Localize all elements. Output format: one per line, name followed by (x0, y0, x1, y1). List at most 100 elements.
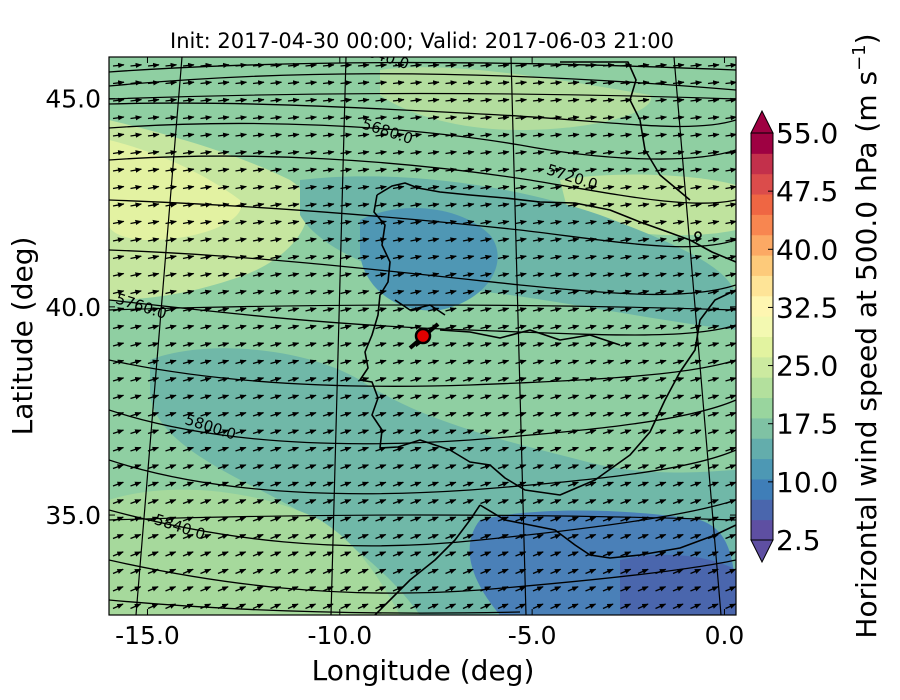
wind-arrow (620, 464, 632, 470)
wind-arrow (375, 202, 387, 208)
wind-arrow (235, 411, 247, 417)
wind-arrow (375, 115, 388, 121)
wind-arrow (287, 62, 300, 69)
wind-arrow (235, 80, 248, 86)
wind-arrow (287, 342, 300, 348)
wind-arrow (130, 516, 142, 522)
wind-arrow (585, 185, 597, 191)
wind-arrow (357, 307, 370, 313)
wind-arrow (305, 586, 317, 592)
wind-arrow (515, 516, 527, 522)
contour-line (109, 599, 521, 614)
wind-arrow (410, 80, 423, 86)
wind-arrow (550, 342, 562, 348)
wind-arrow (672, 202, 685, 208)
wind-arrow (375, 516, 387, 522)
wind-arrow (550, 132, 563, 138)
wind-arrow (462, 80, 475, 86)
wind-arrow (375, 150, 388, 156)
wind-arrow (322, 80, 335, 86)
wind-arrow (602, 97, 615, 103)
wind-arrow (602, 150, 615, 156)
wind-arrow (375, 499, 387, 505)
wind-arrow (690, 551, 702, 557)
wind-arrow (497, 568, 509, 575)
wind-arrow (217, 446, 230, 452)
wind-arrow (340, 568, 352, 575)
colorbar-tick-label: 47.5 (776, 175, 838, 208)
wind-arrow (410, 377, 422, 383)
wind-arrow (375, 62, 388, 69)
wind-arrow (672, 237, 685, 243)
wind-arrow (602, 272, 615, 278)
wind-arrow (287, 429, 300, 435)
wind-arrow (357, 167, 370, 173)
wind-arrow (287, 359, 300, 365)
wind-arrow (480, 464, 492, 470)
colorbar-segment (751, 499, 773, 521)
wind-arrow (340, 499, 352, 505)
wind-arrow (200, 80, 213, 86)
wind-arrow (445, 80, 458, 86)
wind-arrow (217, 429, 230, 435)
wind-arrow (270, 237, 282, 243)
wind-arrow (375, 97, 388, 103)
wind-arrow (532, 115, 545, 121)
wind-arrow (200, 237, 212, 243)
wind-arrow (270, 324, 282, 330)
wind-arrow (585, 132, 598, 138)
wind-arrow (410, 167, 422, 173)
wind-arrow (392, 202, 405, 208)
wind-arrow (322, 342, 335, 348)
wind-arrow (252, 62, 265, 69)
contour-line (109, 399, 736, 445)
wind-arrow (340, 237, 352, 243)
wind-arrow (725, 516, 736, 522)
wind-arrow (130, 150, 143, 156)
wind-arrow (707, 516, 719, 522)
wind-arrow (147, 307, 160, 313)
wind-arrow (322, 272, 335, 278)
wind-arrow (200, 429, 212, 435)
wind-arrow (567, 481, 579, 487)
wind-arrow (270, 80, 283, 86)
wind-arrow (602, 167, 615, 173)
wind-arrow (375, 568, 387, 575)
wind-arrow (497, 167, 510, 173)
wind-arrow (410, 289, 422, 295)
wind-arrow (340, 80, 353, 86)
wind-arrow (690, 132, 703, 138)
wind-arrow (550, 115, 563, 121)
wind-arrow (252, 150, 265, 156)
wind-arrow (200, 62, 213, 69)
wind-arrow (532, 289, 545, 295)
wind-arrow (620, 237, 632, 243)
wind-arrow (322, 185, 335, 191)
wind-arrow (112, 272, 125, 278)
y-tick-label: 40.0 (45, 293, 101, 322)
wind-arrow (462, 551, 474, 557)
wind-arrow (392, 272, 405, 278)
wind-arrow (375, 464, 387, 470)
wind-arrow (270, 185, 282, 191)
wind-arrow (410, 568, 422, 575)
wind-arrow (147, 394, 160, 400)
wind-arrow (532, 499, 544, 505)
wind-arrow (427, 411, 440, 417)
wind-arrow (497, 429, 510, 435)
wind-arrow (375, 551, 387, 557)
wind-arrow (182, 237, 195, 243)
wind-arrow (550, 446, 562, 452)
wind-arrow (200, 219, 212, 226)
wind-arrow (532, 359, 545, 365)
wind-arrow (707, 254, 720, 260)
wind-arrow (620, 324, 632, 330)
wind-arrow (410, 237, 422, 243)
wind-arrow (637, 167, 650, 173)
wind-arrow (410, 411, 422, 417)
wind-arrow (305, 115, 318, 121)
wind-arrow (287, 254, 300, 260)
wind-arrow (392, 394, 405, 400)
wind-arrow (165, 307, 177, 313)
wind-arrow (182, 185, 195, 191)
